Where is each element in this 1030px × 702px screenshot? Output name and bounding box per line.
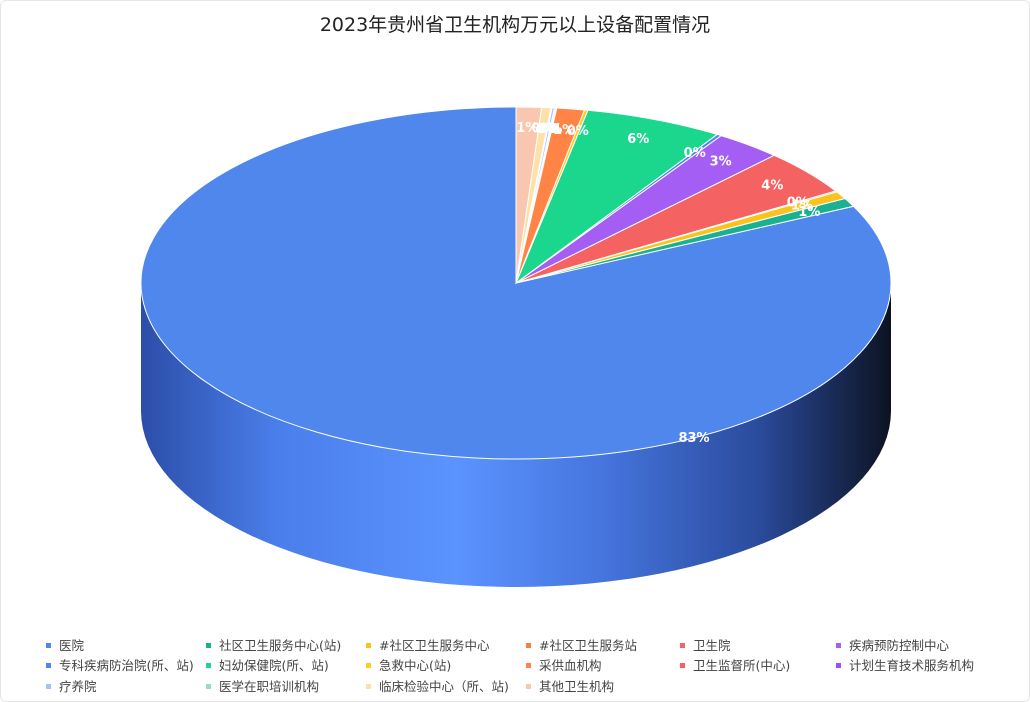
- data-label-9: 0%: [567, 124, 589, 139]
- chart-title: 2023年贵州省卫生机构万元以上设备配置情况: [319, 14, 711, 36]
- data-label-11: 0%: [540, 122, 562, 137]
- pie-slice-8[interactable]: [514, 109, 719, 285]
- data-label-6: 3%: [710, 154, 732, 169]
- data-label-1: 83%: [678, 431, 709, 446]
- data-label-15: 0%: [532, 122, 554, 137]
- data-label-4: 0%: [787, 195, 809, 210]
- data-label-14: 0%: [536, 122, 558, 137]
- data-label-3: 1%: [791, 199, 813, 214]
- data-label-7: 0%: [684, 146, 706, 161]
- data-label-13: 0%: [538, 122, 560, 137]
- data-label-2: 1%: [798, 205, 820, 220]
- data-label-12: 0%: [539, 122, 561, 137]
- data-label-8: 6%: [627, 132, 649, 147]
- pie-side-wall: [141, 283, 891, 587]
- pie-slice-16[interactable]: [515, 106, 543, 284]
- data-label-16: 1%: [516, 121, 538, 136]
- data-label-5: 4%: [761, 178, 783, 193]
- data-label-10: 1%: [553, 123, 575, 138]
